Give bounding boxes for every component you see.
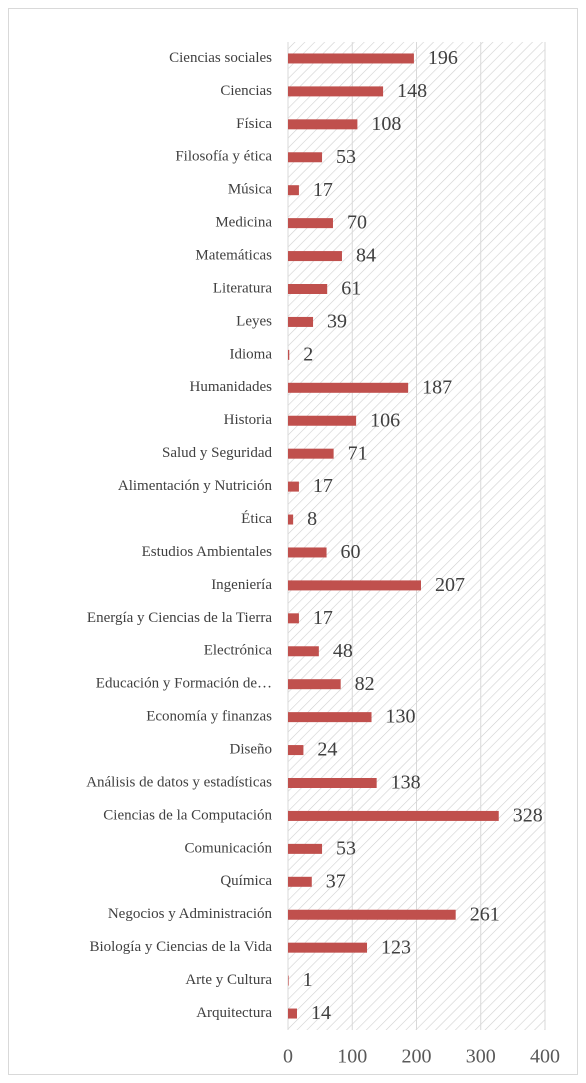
bar bbox=[288, 909, 456, 920]
bar bbox=[288, 975, 289, 986]
bar bbox=[288, 613, 299, 624]
y-tick-label: Leyes bbox=[236, 313, 272, 329]
bar bbox=[288, 745, 304, 756]
y-tick-label: Biología y Ciencias de la Vida bbox=[89, 939, 272, 955]
value-label: 196 bbox=[428, 47, 458, 69]
value-label: 130 bbox=[386, 706, 416, 728]
value-label: 138 bbox=[391, 772, 421, 794]
y-tick-label: Electrónica bbox=[204, 643, 273, 659]
bar bbox=[288, 185, 299, 196]
value-label: 187 bbox=[422, 376, 452, 398]
value-label: 71 bbox=[348, 442, 368, 464]
value-label: 14 bbox=[311, 1002, 331, 1024]
value-label: 17 bbox=[313, 607, 333, 629]
bar bbox=[288, 843, 323, 854]
value-label: 53 bbox=[336, 837, 356, 859]
value-label: 61 bbox=[341, 278, 361, 300]
y-tick-label: Ciencias sociales bbox=[169, 50, 272, 66]
bar bbox=[288, 876, 312, 887]
y-tick-label: Energía y Ciencias de la Tierra bbox=[87, 610, 272, 626]
bar bbox=[288, 514, 294, 525]
bar bbox=[288, 119, 358, 130]
y-tick-label: Análisis de datos y estadísticas bbox=[86, 774, 272, 790]
bar bbox=[288, 284, 328, 294]
value-label: 123 bbox=[381, 936, 411, 958]
value-label: 8 bbox=[307, 508, 317, 530]
bar bbox=[288, 942, 368, 953]
bar bbox=[288, 646, 319, 657]
bar bbox=[288, 415, 357, 426]
value-label: 1 bbox=[303, 969, 313, 991]
value-label: 17 bbox=[313, 179, 333, 201]
y-tick-label: Idioma bbox=[230, 346, 273, 362]
x-tick-label: 100 bbox=[337, 1046, 367, 1068]
value-label: 70 bbox=[347, 212, 367, 234]
value-label: 108 bbox=[371, 113, 401, 135]
x-tick-label: 0 bbox=[283, 1046, 293, 1068]
x-tick-label: 400 bbox=[530, 1046, 560, 1068]
y-tick-label: Salud y Seguridad bbox=[162, 445, 272, 461]
value-label: 53 bbox=[336, 146, 356, 168]
y-tick-label: Historia bbox=[224, 412, 273, 428]
bar bbox=[288, 481, 299, 492]
y-tick-label: Arquitectura bbox=[196, 1005, 272, 1021]
x-tick-label: 200 bbox=[402, 1046, 432, 1068]
y-tick-label: Ética bbox=[241, 510, 272, 527]
bar bbox=[288, 679, 341, 690]
bar bbox=[288, 251, 342, 262]
y-tick-label: Estudios Ambientales bbox=[142, 544, 273, 560]
value-label: 37 bbox=[326, 870, 346, 892]
bar bbox=[288, 86, 384, 97]
value-label: 24 bbox=[317, 739, 337, 761]
y-tick-label: Arte y Cultura bbox=[185, 972, 272, 988]
bar bbox=[288, 448, 334, 459]
bar bbox=[288, 316, 314, 327]
y-tick-label: Ingeniería bbox=[211, 577, 272, 593]
bar bbox=[288, 547, 327, 558]
bar bbox=[288, 810, 499, 821]
bar bbox=[288, 778, 377, 788]
value-label: 17 bbox=[313, 475, 333, 497]
value-label: 261 bbox=[470, 903, 500, 925]
y-tick-label: Humanidades bbox=[190, 379, 273, 395]
value-label: 48 bbox=[333, 640, 353, 662]
y-tick-label: Filosofía y ética bbox=[175, 149, 272, 165]
y-tick-label: Alimentación y Nutrición bbox=[118, 478, 273, 494]
y-tick-label: Química bbox=[220, 873, 272, 889]
bar bbox=[288, 53, 414, 64]
y-tick-label: Economía y finanzas bbox=[146, 709, 272, 725]
y-tick-label: Ciencias bbox=[220, 83, 272, 99]
y-tick-label: Música bbox=[228, 182, 273, 198]
value-label: 60 bbox=[341, 541, 361, 563]
value-label: 82 bbox=[355, 673, 375, 695]
y-tick-label: Medicina bbox=[215, 215, 272, 231]
bar bbox=[288, 1008, 297, 1019]
value-label: 207 bbox=[435, 574, 465, 596]
bar bbox=[288, 580, 421, 591]
y-tick-label: Ciencias de la Computación bbox=[103, 807, 272, 823]
y-tick-label: Negocios y Administración bbox=[108, 906, 273, 922]
bar bbox=[288, 382, 409, 393]
y-tick-label: Comunicación bbox=[185, 840, 273, 856]
y-tick-label: Diseño bbox=[230, 742, 273, 758]
value-label: 106 bbox=[370, 409, 400, 431]
bar bbox=[288, 349, 290, 360]
y-tick-label: Física bbox=[236, 116, 272, 132]
value-label: 328 bbox=[513, 805, 543, 827]
y-tick-label: Educación y Formación de… bbox=[96, 676, 272, 692]
value-label: 39 bbox=[327, 311, 347, 333]
value-label: 148 bbox=[397, 80, 427, 102]
y-tick-label: Matemáticas bbox=[195, 248, 272, 264]
bar bbox=[288, 152, 323, 163]
bar bbox=[288, 712, 372, 723]
bar bbox=[288, 218, 333, 229]
value-label: 84 bbox=[356, 245, 376, 267]
y-tick-label: Literatura bbox=[213, 280, 272, 296]
value-label: 2 bbox=[303, 343, 313, 365]
x-tick-label: 300 bbox=[466, 1046, 496, 1068]
